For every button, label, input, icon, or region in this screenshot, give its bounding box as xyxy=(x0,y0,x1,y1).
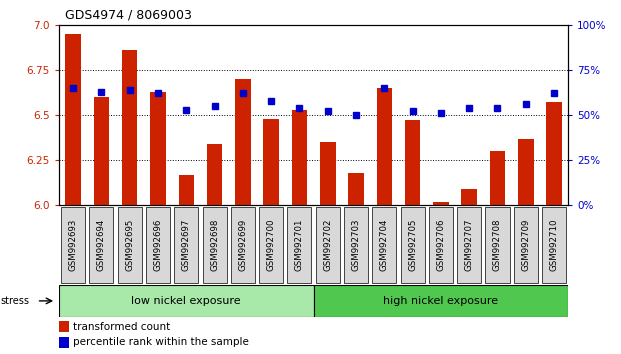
Text: percentile rank within the sample: percentile rank within the sample xyxy=(73,337,248,348)
Bar xyxy=(546,102,562,205)
FancyBboxPatch shape xyxy=(542,207,566,283)
Bar xyxy=(490,151,505,205)
Text: GSM992698: GSM992698 xyxy=(210,219,219,271)
Bar xyxy=(65,34,81,205)
Bar xyxy=(59,321,70,332)
Bar xyxy=(207,144,222,205)
Bar xyxy=(518,138,533,205)
Text: GSM992700: GSM992700 xyxy=(266,219,276,272)
Bar xyxy=(94,97,109,205)
Text: low nickel exposure: low nickel exposure xyxy=(132,296,241,306)
Text: GSM992694: GSM992694 xyxy=(97,219,106,271)
FancyBboxPatch shape xyxy=(457,207,481,283)
FancyBboxPatch shape xyxy=(259,207,283,283)
FancyBboxPatch shape xyxy=(61,207,85,283)
Bar xyxy=(376,88,392,205)
Text: GSM992705: GSM992705 xyxy=(408,219,417,272)
Text: GSM992696: GSM992696 xyxy=(153,219,163,271)
Text: GSM992710: GSM992710 xyxy=(550,219,558,272)
Bar xyxy=(178,175,194,205)
Bar xyxy=(292,110,307,205)
FancyBboxPatch shape xyxy=(89,207,114,283)
FancyBboxPatch shape xyxy=(175,207,198,283)
FancyBboxPatch shape xyxy=(288,207,312,283)
Text: stress: stress xyxy=(0,296,29,306)
FancyBboxPatch shape xyxy=(315,207,340,283)
Text: GSM992708: GSM992708 xyxy=(493,219,502,272)
Bar xyxy=(122,50,137,205)
Text: GSM992702: GSM992702 xyxy=(324,219,332,272)
FancyBboxPatch shape xyxy=(231,207,255,283)
Bar xyxy=(461,189,477,205)
Text: GSM992699: GSM992699 xyxy=(238,219,247,271)
FancyBboxPatch shape xyxy=(118,207,142,283)
Bar xyxy=(320,142,335,205)
FancyBboxPatch shape xyxy=(514,207,538,283)
Text: GSM992703: GSM992703 xyxy=(351,219,361,272)
Bar xyxy=(405,120,420,205)
Text: transformed count: transformed count xyxy=(73,321,170,332)
FancyBboxPatch shape xyxy=(344,207,368,283)
Text: GSM992697: GSM992697 xyxy=(182,219,191,271)
Bar xyxy=(263,119,279,205)
FancyBboxPatch shape xyxy=(401,207,425,283)
FancyBboxPatch shape xyxy=(429,207,453,283)
Text: GSM992693: GSM992693 xyxy=(69,219,78,271)
Text: GDS4974 / 8069003: GDS4974 / 8069003 xyxy=(65,9,192,22)
Bar xyxy=(348,173,364,205)
FancyBboxPatch shape xyxy=(146,207,170,283)
Bar xyxy=(150,92,166,205)
Bar xyxy=(433,202,449,205)
Bar xyxy=(235,79,251,205)
Text: GSM992706: GSM992706 xyxy=(437,219,445,272)
Text: GSM992709: GSM992709 xyxy=(521,219,530,271)
Text: high nickel exposure: high nickel exposure xyxy=(383,296,499,306)
FancyBboxPatch shape xyxy=(59,285,314,317)
FancyBboxPatch shape xyxy=(373,207,396,283)
Text: GSM992695: GSM992695 xyxy=(125,219,134,271)
FancyBboxPatch shape xyxy=(314,285,568,317)
Text: GSM992704: GSM992704 xyxy=(380,219,389,272)
FancyBboxPatch shape xyxy=(202,207,227,283)
Text: GSM992707: GSM992707 xyxy=(465,219,474,272)
FancyBboxPatch shape xyxy=(486,207,509,283)
Bar xyxy=(59,337,70,348)
Text: GSM992701: GSM992701 xyxy=(295,219,304,272)
